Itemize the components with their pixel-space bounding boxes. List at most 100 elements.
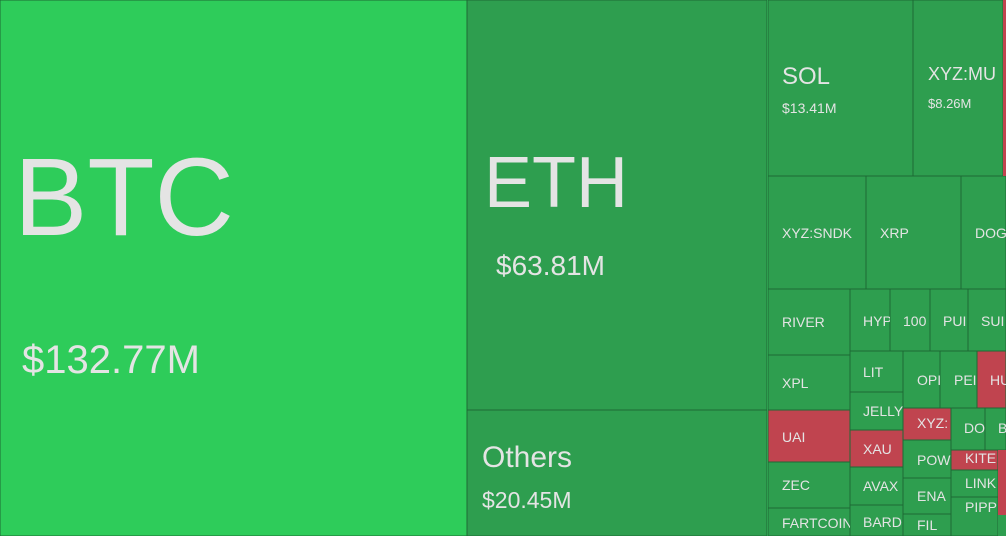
tile: HU — [977, 351, 1006, 408]
tile: BTC $132.77M — [0, 0, 467, 536]
tile-label: JELLY — [863, 403, 904, 419]
tile-background — [768, 508, 850, 536]
tile-label: KITE — [965, 450, 996, 466]
tile-background — [968, 289, 1006, 351]
tile-background — [0, 0, 467, 536]
tile-background — [768, 355, 850, 410]
tile-label: XRP — [880, 225, 909, 241]
tile: RIVER — [768, 289, 850, 355]
tile-background — [903, 351, 940, 408]
tile-label: XAU — [863, 441, 892, 457]
tile-background — [850, 351, 903, 392]
tile: XAU — [850, 430, 903, 467]
tile: ENA — [903, 478, 951, 514]
tile: XRP — [866, 176, 961, 289]
tile-background — [768, 462, 850, 508]
tile-label: BARD — [863, 514, 902, 530]
tile-label: BTC — [14, 136, 234, 259]
tile-background — [903, 514, 951, 536]
tile: XYZ:SNDK — [768, 176, 866, 289]
tile-label: UAI — [782, 429, 805, 445]
tile-label: XYZ:SNDK — [782, 225, 853, 241]
tile-label: OPI — [917, 372, 941, 388]
tile-label: LIT — [863, 364, 884, 380]
tile: LIT — [850, 351, 903, 392]
tile: FARTCOIN — [768, 508, 853, 536]
tile: FIL — [903, 514, 951, 536]
edge-strip — [1003, 0, 1006, 176]
edge-strip — [998, 450, 1006, 515]
tile: PEI — [940, 351, 977, 408]
tile-label: LINK — [965, 475, 997, 491]
tile-label: B — [998, 420, 1006, 436]
tile: JELLY — [850, 392, 904, 430]
tile-label: PEI — [954, 372, 977, 388]
tile: AVAX — [850, 467, 903, 505]
tile-background — [768, 176, 866, 289]
tile-label: SUI — [981, 313, 1004, 329]
tile-label: ETH — [484, 143, 628, 223]
tile-label: DO — [964, 420, 985, 436]
tile: KITE — [951, 450, 998, 470]
tile: HYP — [850, 289, 892, 351]
tile: B — [985, 408, 1006, 450]
tile-label: AVAX — [863, 478, 899, 494]
tile-background — [977, 351, 1006, 408]
tile-background — [890, 289, 930, 351]
tile-label: FIL — [917, 517, 937, 533]
tile-background — [850, 430, 903, 467]
tile: XPL — [768, 355, 850, 410]
tile: POW — [903, 440, 951, 478]
tile-label: PIPP — [965, 499, 997, 515]
tile-background — [985, 408, 1006, 450]
tile: UAI — [768, 410, 850, 462]
tile-label: FARTCOIN — [782, 515, 853, 531]
tile: XYZ: — [903, 408, 951, 440]
tile-background — [768, 0, 913, 176]
tile-background — [961, 176, 1006, 289]
tile-background — [467, 0, 767, 410]
tile-background — [850, 289, 890, 351]
tile: SUI — [968, 289, 1006, 351]
tile-background — [768, 289, 850, 355]
tile: PUI — [930, 289, 968, 351]
tile-background — [903, 440, 951, 478]
tile-background — [768, 410, 850, 462]
tile-label: PUI — [943, 313, 966, 329]
tile-background — [913, 0, 1003, 176]
tile-label: Others — [482, 441, 572, 474]
tile-value: $63.81M — [496, 250, 605, 281]
tile-value: $8.26M — [928, 96, 971, 111]
tile-label: 100 — [903, 313, 927, 329]
tile-label: XYZ:MU — [928, 64, 996, 84]
tile-background — [866, 176, 961, 289]
tile-label: HU — [990, 372, 1006, 388]
tile: 100 — [890, 289, 930, 351]
tile-label: XYZ: — [917, 415, 948, 431]
tile: SOL $13.41M — [768, 0, 913, 176]
tile: OPI — [903, 351, 941, 408]
tile: Others $20.45M — [467, 410, 767, 536]
tile-label: XPL — [782, 375, 809, 391]
tile: BARD — [850, 505, 903, 536]
tile-background — [951, 450, 998, 470]
tile-background — [850, 505, 903, 536]
tile: ZEC — [768, 462, 850, 508]
tile-label: SOL — [782, 63, 830, 90]
tile-background — [467, 410, 767, 536]
tile-label: RIVER — [782, 314, 825, 330]
tile-label: ENA — [917, 488, 946, 504]
tile-label: POW — [917, 452, 951, 468]
tile-background — [903, 408, 951, 440]
tile: PIPP — [951, 497, 998, 536]
tile-background — [850, 467, 903, 505]
tile-background — [951, 497, 998, 536]
tile-background — [903, 478, 951, 514]
tile: ETH $63.81M — [467, 0, 767, 410]
tile-value: $13.41M — [782, 100, 836, 116]
tile-label: HYP — [863, 313, 892, 329]
tile-background — [951, 408, 985, 450]
tile: XYZ:MU $8.26M — [913, 0, 1003, 176]
tile-background — [951, 470, 998, 497]
